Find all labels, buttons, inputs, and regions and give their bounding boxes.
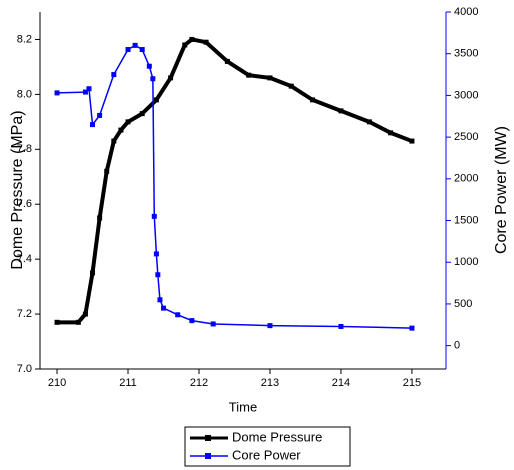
data-point <box>90 270 96 276</box>
data-point <box>132 42 138 48</box>
data-point <box>288 83 294 89</box>
y-tick-label: 8.0 <box>17 88 32 100</box>
data-point <box>97 215 103 221</box>
y2-tick-label: 4000 <box>454 6 478 18</box>
data-point <box>388 130 394 136</box>
data-point <box>310 97 316 103</box>
data-point <box>157 297 163 303</box>
data-point <box>182 42 188 48</box>
series-line <box>57 44 412 329</box>
y2-tick-label: 1000 <box>454 256 478 268</box>
data-point <box>118 127 124 133</box>
y-tick-label: 8.2 <box>17 33 32 45</box>
data-point <box>175 312 181 318</box>
x-tick-label: 211 <box>119 377 137 389</box>
data-point <box>146 63 152 69</box>
y2-tick-label: 500 <box>454 298 472 310</box>
data-point <box>338 108 344 114</box>
data-point <box>82 311 88 317</box>
data-point <box>153 251 159 257</box>
y2-tick-label: 2500 <box>454 131 478 143</box>
data-point <box>86 86 92 92</box>
data-point <box>267 75 273 81</box>
y2-axis-label: Core Power (MW) <box>493 126 510 254</box>
data-point <box>267 323 273 329</box>
data-point <box>203 39 209 45</box>
y-tick-label: 7.6 <box>17 198 32 210</box>
data-point <box>82 89 88 95</box>
legend-marker <box>205 453 211 459</box>
data-point <box>90 122 96 128</box>
data-point <box>409 325 415 331</box>
y2-tick-label: 3000 <box>454 89 478 101</box>
legend-box <box>184 426 351 467</box>
y2-tick-label: 0 <box>454 340 460 352</box>
data-point <box>366 119 372 125</box>
data-point <box>111 72 117 78</box>
x-tick-label: 214 <box>332 377 350 389</box>
data-point <box>189 318 195 324</box>
data-point <box>97 112 103 118</box>
x-axis-label: Time <box>229 399 257 414</box>
x-tick-label: 210 <box>48 377 66 389</box>
y2-tick-label: 3500 <box>454 48 478 60</box>
data-point <box>139 47 145 53</box>
data-point <box>246 72 252 78</box>
y-tick-label: 7.0 <box>17 363 32 375</box>
y-tick-label: 7.4 <box>17 253 32 265</box>
legend-label: Dome Pressure <box>232 429 322 444</box>
data-point <box>75 319 81 325</box>
data-point <box>338 323 344 329</box>
x-tick-label: 212 <box>190 377 208 389</box>
data-point <box>151 213 157 219</box>
data-point <box>104 168 110 174</box>
data-point <box>210 321 216 327</box>
data-point <box>189 36 195 42</box>
data-point <box>161 305 167 311</box>
data-point <box>168 75 174 81</box>
data-point <box>409 138 415 144</box>
data-point <box>150 76 156 82</box>
data-point <box>125 47 131 53</box>
series-line <box>57 37 413 325</box>
data-point <box>54 90 60 96</box>
data-point <box>54 319 60 325</box>
y2-tick-label: 2000 <box>454 173 478 185</box>
y-tick-label: 7.2 <box>17 308 32 320</box>
data-point <box>224 58 230 64</box>
x-tick-label: 215 <box>403 377 421 389</box>
data-point <box>153 97 159 103</box>
y2-tick-label: 1500 <box>454 214 478 226</box>
y-axis-label: Dome Pressure (MPa) <box>9 110 26 269</box>
x-tick-label: 213 <box>261 377 279 389</box>
data-point <box>139 111 145 117</box>
data-point <box>125 119 131 125</box>
legend-marker <box>205 435 211 441</box>
data-point <box>155 272 161 278</box>
y-tick-label: 7.8 <box>17 143 32 155</box>
legend-label: Core Power <box>232 447 301 462</box>
data-point <box>111 138 117 144</box>
